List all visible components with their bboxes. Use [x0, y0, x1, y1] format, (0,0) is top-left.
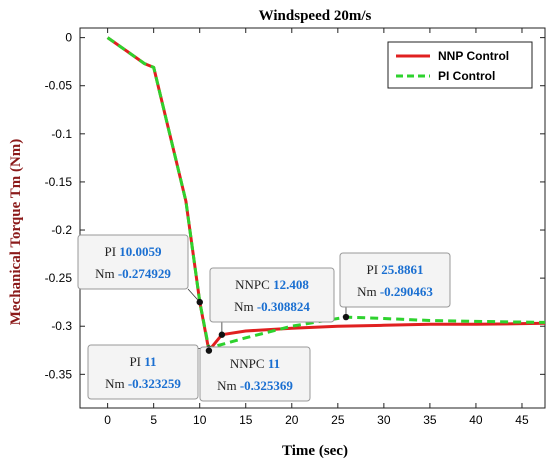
x-tick-label: 0	[104, 413, 111, 427]
x-tick-label: 25	[331, 413, 345, 427]
data-tip: NNPC 11 Nm -0.325369	[199, 346, 311, 402]
y-tick-label: -0.3	[51, 319, 72, 333]
y-tick-label: -0.2	[51, 223, 72, 237]
y-tick-label: -0.15	[45, 175, 73, 189]
x-tick-label: 20	[285, 413, 299, 427]
data-tip-marker	[218, 331, 226, 338]
legend-label: PI Control	[438, 69, 495, 83]
data-tip-value: 11	[268, 356, 280, 371]
x-tick-label: 15	[239, 413, 253, 427]
x-tick-label: 40	[469, 413, 483, 427]
y-tick-label: -0.35	[45, 367, 73, 381]
x-tick-label: 5	[150, 413, 157, 427]
legend-label: NNP Control	[438, 49, 509, 63]
y-tick-label: -0.25	[45, 271, 73, 285]
y-tick-label: -0.1	[51, 127, 72, 141]
chart-title: Windspeed 20m/s	[259, 8, 372, 24]
data-tip-marker	[196, 298, 203, 306]
data-tip-line: PI 25.8861	[366, 262, 423, 277]
data-tip-line: Nm -0.308824	[234, 299, 310, 314]
data-tip-label: Nm	[105, 376, 128, 391]
data-tip-label: PI	[366, 262, 381, 277]
data-tip-value: 25.8861	[381, 262, 423, 277]
data-tip-line: Nm -0.290463	[357, 284, 433, 299]
data-tip-line: Nm -0.323259	[105, 376, 181, 391]
data-tip-label: PI	[104, 244, 119, 259]
x-tick-label: 45	[515, 413, 529, 427]
legend: NNP Control PI Control	[387, 41, 533, 89]
data-tip-value: -0.325369	[240, 378, 294, 393]
x-tick-label: 30	[377, 413, 391, 427]
data-tip-line: PI 10.0059	[104, 244, 162, 259]
data-tip-value: -0.274929	[118, 266, 172, 281]
data-tip-marker	[342, 313, 350, 321]
data-tip-line: NNPC 12.408	[235, 277, 309, 292]
x-tick-label: 10	[193, 413, 207, 427]
data-tip-marker	[205, 347, 213, 354]
data-tip-label: Nm	[217, 378, 240, 393]
data-tip-line: Nm -0.325369	[217, 378, 293, 393]
data-tip-box	[77, 234, 189, 290]
data-tip-value: 11	[144, 354, 156, 369]
data-tip-label: PI	[129, 354, 144, 369]
data-tip-box	[339, 252, 451, 308]
data-tip-label: Nm	[234, 299, 257, 314]
data-tip-label: Nm	[357, 284, 380, 299]
data-tip-value: -0.308824	[257, 299, 311, 314]
data-tip-line: NNPC 11	[230, 356, 280, 371]
data-tip: NNPC 12.408 Nm -0.308824	[209, 267, 335, 338]
series-line-pi	[106, 36, 546, 351]
data-tip-label: NNPC	[230, 356, 268, 371]
y-tick-label: -0.05	[45, 79, 73, 93]
data-tip-box	[199, 346, 311, 402]
data-tip-label: NNPC	[235, 277, 273, 292]
data-tip-value: 10.0059	[119, 244, 162, 259]
data-tip-box	[87, 344, 199, 400]
y-tick-label: 0	[65, 31, 72, 45]
data-tip-line: Nm -0.274929	[95, 266, 171, 281]
data-tip-box	[209, 267, 335, 323]
x-axis-label: Time (sec)	[282, 443, 348, 459]
x-tick-label: 35	[423, 413, 437, 427]
legend-box	[387, 41, 533, 89]
data-tip-line: PI 11	[129, 354, 156, 369]
data-tip-value: -0.323259	[128, 376, 182, 391]
y-axis-label: Mechanical Torque Tm (Nm)	[8, 139, 24, 326]
data-tip-value: 12.408	[273, 277, 309, 292]
data-tip-label: Nm	[95, 266, 118, 281]
data-tip-value: -0.290463	[380, 284, 434, 299]
